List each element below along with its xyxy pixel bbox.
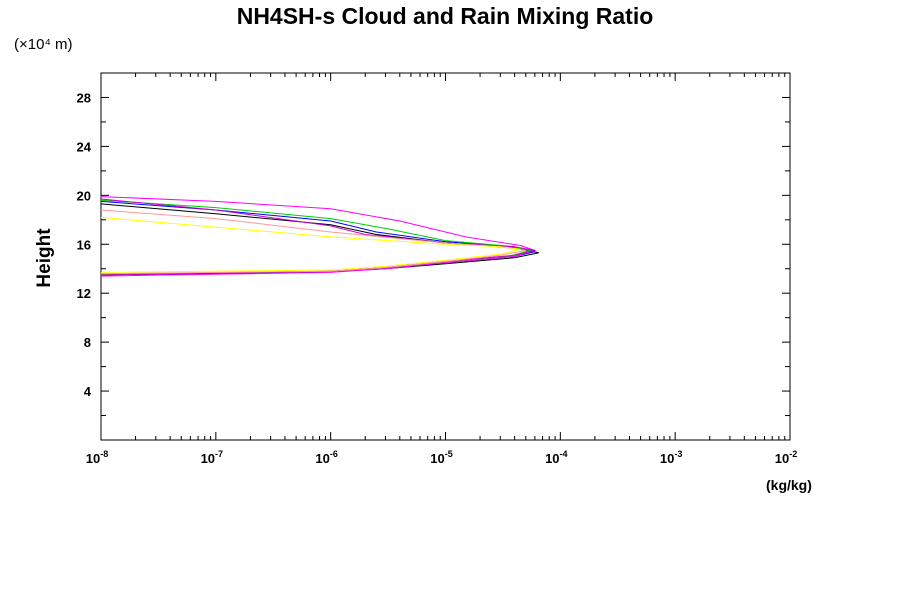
y-tick-label: 8 <box>84 335 91 350</box>
x-tick-label: 10-6 <box>315 449 337 466</box>
y-tick-label: 20 <box>77 188 91 203</box>
x-tick-label: 10-5 <box>430 449 452 466</box>
y-tick-label: 12 <box>77 286 91 301</box>
x-tick-label: 10-4 <box>545 449 567 466</box>
y-unit-label: (×10⁴ m) <box>14 36 73 53</box>
y-tick-label: 24 <box>77 139 92 154</box>
series-line <box>100 209 526 275</box>
y-axis-label: Height <box>34 228 55 288</box>
series-line <box>100 198 536 276</box>
x-tick-label: 10-3 <box>660 449 682 466</box>
plot-area: 10-8 10-7 10-6 10-5 10-4 10-3 10-2 4 8 12 16 20 24 28 <box>77 72 797 466</box>
y-tick-label: 4 <box>84 384 92 399</box>
plot-frame <box>100 72 791 441</box>
x-tick-label: 10-7 <box>201 449 223 466</box>
series-line <box>100 200 536 276</box>
x-unit-label: (kg/kg) <box>766 477 812 493</box>
x-tick-label: 10-2 <box>775 449 797 466</box>
x-tick-label: 10-8 <box>86 449 108 466</box>
chart-title: NH4SH-s Cloud and Rain Mixing Ratio <box>237 3 654 29</box>
y-tick-label: 16 <box>77 237 91 252</box>
series-line <box>100 216 521 273</box>
y-tick-label: 28 <box>77 90 91 105</box>
series-line <box>100 196 537 277</box>
